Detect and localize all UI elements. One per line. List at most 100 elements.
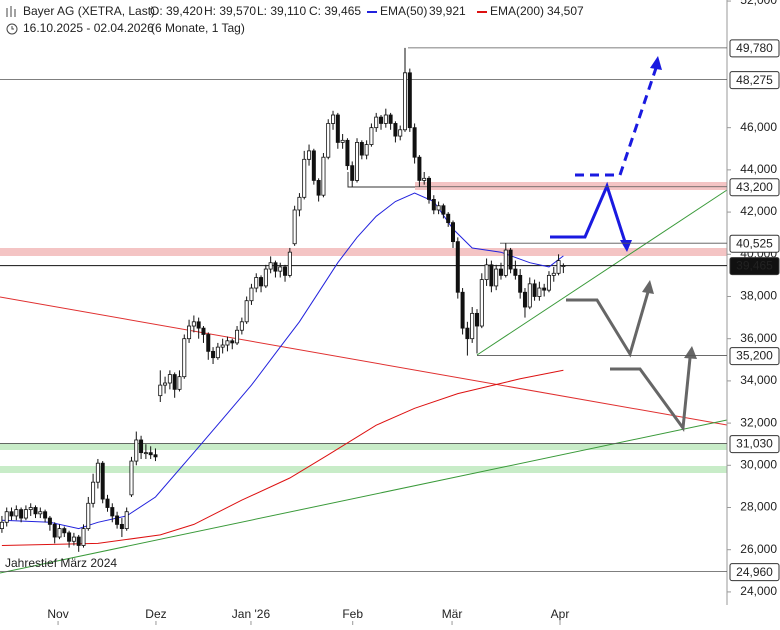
level-box (729, 234, 780, 253)
y-tick-label: 34,000 (740, 373, 777, 387)
candle-body (335, 114, 340, 143)
candle-body (484, 264, 489, 281)
candle-body (460, 291, 465, 329)
x-tick-label: Dez (145, 607, 166, 621)
x-tick-label: Nov (47, 607, 68, 621)
period: 16.10.2025 - 02.04.2026 (23, 21, 154, 35)
level-label: 49,780 (736, 41, 773, 55)
candle-body (441, 205, 446, 215)
candle-body (110, 507, 115, 517)
level-box (729, 435, 780, 454)
drawings (0, 56, 728, 574)
x-tick-label: Jan '26 (232, 607, 271, 621)
candle-body (431, 199, 436, 211)
level-label: 48,275 (736, 73, 773, 87)
candle-body (518, 274, 523, 293)
x-tick-label: Feb (342, 607, 363, 621)
candle-body (206, 334, 211, 352)
candle-body (201, 327, 206, 335)
level-box (729, 257, 780, 276)
y-tick-label: 44,000 (740, 162, 777, 176)
candle-body (508, 249, 513, 270)
candle-body (379, 116, 384, 124)
ema-line (1, 192, 564, 530)
candle-body (153, 454, 158, 458)
candle-body (450, 222, 455, 243)
candle-body (556, 260, 561, 274)
candle-body (0, 521, 4, 530)
candle-body (321, 156, 326, 196)
candle-body (297, 196, 302, 211)
trend-line (476, 189, 728, 356)
candle-body (139, 439, 144, 454)
candle-body (4, 511, 9, 523)
candle-body (124, 511, 129, 530)
candle-body (355, 142, 360, 181)
level-box (729, 178, 780, 197)
candle-body (259, 277, 264, 287)
candle-body (62, 528, 67, 534)
candle-body (71, 536, 76, 542)
candle-body (38, 511, 43, 515)
candle-body (220, 344, 225, 348)
candle-body (244, 300, 249, 323)
candle-body (340, 139, 345, 143)
candle-body (129, 460, 134, 496)
candle-body (134, 439, 139, 462)
candle-body (345, 139, 350, 167)
x-tick-label: Apr (551, 607, 570, 621)
candle-body (163, 382, 168, 386)
candle-body (172, 374, 177, 390)
candle-body (374, 116, 379, 129)
candle-body (479, 279, 484, 327)
candle-body (537, 287, 542, 297)
trend-line (0, 419, 728, 574)
icon (6, 6, 18, 35)
candle-body (417, 156, 422, 181)
candle-body (427, 177, 432, 200)
candle-body (57, 528, 62, 538)
candle-body (86, 502, 91, 530)
candle-body (364, 144, 369, 156)
candle-body (326, 123, 331, 158)
candle-body (307, 150, 312, 160)
y-tick-label: 26,000 (740, 542, 777, 556)
candle-body (388, 114, 393, 124)
candle-body (81, 528, 86, 546)
candle-body (67, 532, 72, 542)
candle-body (527, 283, 532, 308)
candle-body (23, 509, 28, 519)
candle-body (91, 481, 96, 504)
level-label: 43,200 (736, 180, 773, 194)
candle-body (331, 114, 336, 124)
candle-body (465, 327, 470, 340)
y-tick-label: 24,000 (740, 584, 777, 598)
candle-body (95, 462, 100, 483)
candle-body (470, 312, 475, 340)
candle-body (287, 251, 292, 276)
ohlc-label: O: 39,420 (150, 4, 203, 18)
candle-body (522, 291, 527, 308)
candle-body (273, 262, 278, 272)
legend-value: 34,507 (547, 4, 584, 18)
y-tick-label: 32,000 (740, 415, 777, 429)
arrow (550, 181, 628, 246)
arrow (566, 291, 650, 358)
candle-body (9, 511, 14, 517)
candle-body (235, 329, 240, 344)
zones (0, 182, 727, 473)
clock-icon (6, 23, 18, 35)
resistance-zone (0, 248, 727, 256)
arrow-head (642, 280, 654, 294)
y-tick-label: 46,000 (740, 120, 777, 134)
ohlc-label: H: 39,570 (204, 4, 256, 18)
level-box (729, 39, 780, 58)
y-tick-label: 38,000 (740, 289, 777, 303)
resistance-zone (415, 182, 727, 190)
candle-body (542, 287, 547, 291)
level-box (729, 347, 780, 366)
support-zone (0, 443, 727, 450)
candle-body (105, 498, 110, 508)
